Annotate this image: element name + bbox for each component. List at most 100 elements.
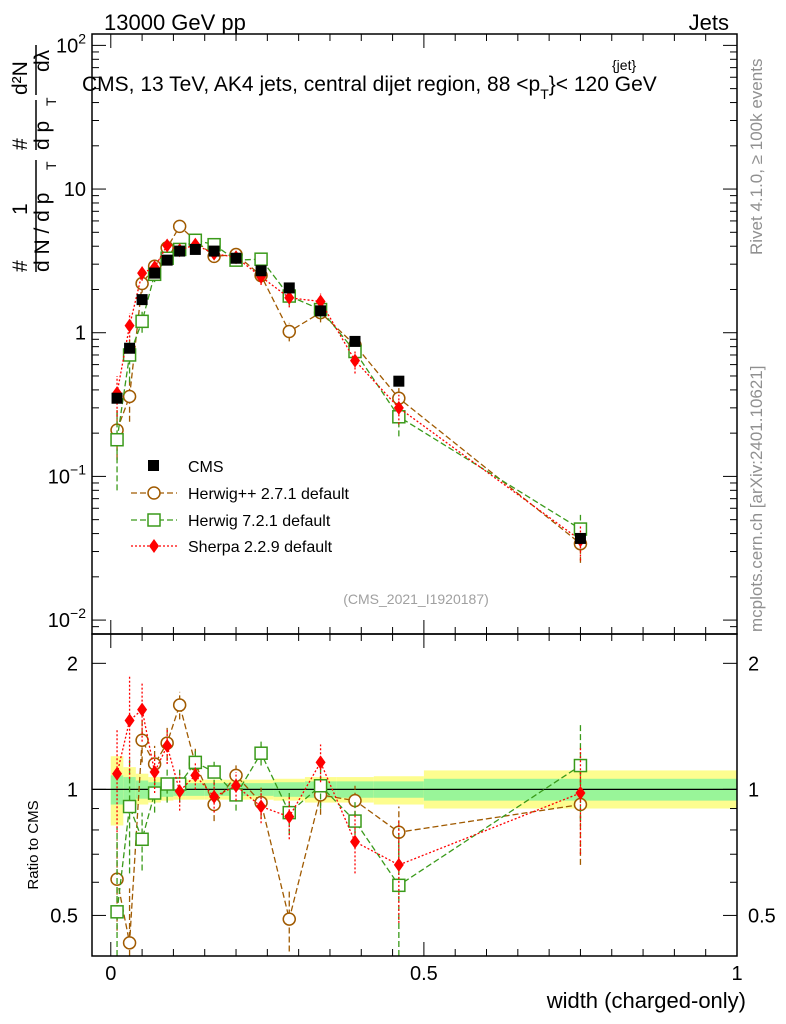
ylabel-dlambda: dλ: [31, 49, 54, 72]
ratio-ytick-label-left-0: 0.5: [50, 905, 78, 927]
x-tick-label-0: 0: [105, 963, 116, 985]
ratio-point-sherpa: [284, 809, 295, 824]
main-point-herwigpp: [122, 389, 137, 404]
main-point-herwigpp: [282, 324, 297, 339]
legend-marker-sherpa: [149, 539, 159, 553]
main-ytick-label-4: 102: [56, 30, 86, 57]
plot-title: CMS, 13 TeV, AK4 jets, central dijet reg…: [82, 57, 657, 102]
main-point-sherpa: [393, 400, 404, 415]
ratio-point-sherpa: [575, 786, 586, 801]
main-series-herwigpp: [110, 219, 588, 563]
rivet-label: Rivet 4.1.0, ≥ 100k events: [747, 59, 766, 255]
ratio-point-sherpa: [209, 789, 220, 804]
ratio-point-sherpa: [315, 755, 326, 770]
header-left: 13000 GeV pp: [104, 10, 246, 35]
ratio-point-sherpa: [174, 784, 185, 799]
main-point-herwig7: [254, 252, 268, 266]
main-point-cms: [315, 305, 327, 317]
ratio-point-herwig7: [207, 765, 221, 779]
ratio-point-sherpa: [393, 857, 404, 872]
plot-title-sup: {jet}: [612, 57, 636, 73]
main-point-cms: [149, 267, 161, 279]
ylabel-hash2: #: [9, 138, 32, 150]
ratio-series-herwig7: [110, 723, 588, 956]
ratio-series-sherpa: [112, 676, 586, 923]
legend: CMS Herwig++ 2.7.1 default Herwig 7.2.1 …: [131, 459, 350, 556]
legend-label-sherpa: Sherpa 2.2.9 default: [188, 539, 333, 556]
main-point-cms: [208, 245, 220, 257]
ratio-ytick-label-right-2: 2: [748, 653, 759, 675]
ratio-panel-series: [110, 676, 588, 956]
main-point-cms: [574, 532, 586, 544]
ratio-ytick-label-right-0: 0.5: [748, 905, 776, 927]
plot-title-sub: T: [540, 86, 549, 102]
legend-label-herwigpp: Herwig++ 2.7.1 default: [188, 486, 350, 503]
ratio-point-sherpa: [231, 778, 242, 793]
ylabel-dp: d p: [31, 121, 54, 150]
ratio-ytick-label-left-2: 2: [67, 653, 78, 675]
main-point-cms: [393, 375, 405, 387]
ratio-point-herwigpp: [282, 912, 297, 926]
ratio-point-sherpa: [149, 765, 160, 780]
ratio-point-herwig7: [254, 746, 268, 760]
analysis-tag: (CMS_2021_I1920187): [343, 591, 489, 607]
legend-label-cms: CMS: [188, 459, 224, 476]
ratio-panel-frame: [91, 633, 738, 957]
ylabel-hash: #: [9, 260, 32, 272]
ratio-ytick-label-right-1: 1: [748, 779, 759, 801]
main-point-cms: [111, 392, 123, 404]
main-point-sherpa: [137, 266, 148, 281]
ratio-ylabel: Ratio to CMS: [25, 800, 42, 889]
main-point-cms: [349, 335, 361, 347]
ratio-point-herwigpp: [122, 936, 137, 950]
ratio-point-sherpa: [124, 713, 135, 728]
main-point-cms: [283, 282, 295, 294]
ratio-point-sherpa: [112, 766, 123, 781]
main-point-sherpa: [284, 290, 295, 305]
header-right: Jets: [689, 10, 729, 35]
x-tick-label-1: 0.5: [410, 963, 438, 985]
main-series-sherpa: [112, 237, 586, 561]
ratio-point-herwigpp: [172, 698, 187, 712]
ratio-point-sherpa: [350, 834, 361, 849]
ylabel-t1: T: [43, 161, 59, 170]
x-tick-label-2: 1: [731, 963, 742, 985]
ylabel-d2n: d²N: [9, 61, 32, 95]
ratio-point-herwig7: [122, 799, 137, 814]
ylabel-t2: T: [43, 97, 59, 106]
legend-marker-cms: [148, 460, 159, 471]
legend-label-herwig7: Herwig 7.2.1 default: [188, 513, 331, 530]
main-point-cms: [161, 254, 173, 266]
ratio-ytick-label-left-1: 1: [67, 779, 78, 801]
main-point-herwig7: [110, 432, 124, 447]
mcplots-label: mcplots.cern.ch [arXiv:2401.10621]: [747, 366, 766, 632]
legend-marker-herwigpp: [147, 486, 161, 500]
ratio-point-sherpa: [190, 768, 201, 783]
main-point-cms: [230, 252, 242, 264]
ratio-point-herwig7: [110, 905, 124, 919]
main-point-cms: [189, 243, 201, 255]
main-ytick-label-0: 10−2: [48, 605, 86, 632]
main-ylabel: # 1 d N / d p T # d p T d²N dλ: [9, 45, 59, 272]
legend-marker-herwig7: [147, 513, 161, 527]
ratio-point-herwig7: [160, 777, 174, 791]
plot-title-main: CMS, 13 TeV, AK4 jets, central dijet reg…: [82, 73, 540, 96]
main-point-sherpa: [315, 294, 326, 309]
main-point-cms: [174, 245, 186, 257]
ylabel-dn: d N / d p: [31, 193, 54, 272]
main-point-cms: [136, 294, 148, 306]
ratio-panel-axes: 0.5 0.5 1 1 2 2 0 0.5 1: [50, 634, 776, 985]
main-ytick-label-1: 10−1: [48, 461, 86, 488]
main-point-sherpa: [124, 318, 135, 333]
main-point-sherpa: [162, 238, 173, 253]
ratio-point-sherpa: [256, 799, 267, 814]
main-point-sherpa: [350, 353, 361, 368]
main-point-herwigpp: [172, 219, 187, 234]
svg-text:CMS, 13 TeV, AK4 jets, central: CMS, 13 TeV, AK4 jets, central dijet reg…: [82, 73, 657, 102]
x-axis-label: width (charged-only): [546, 988, 746, 1013]
main-point-cms: [255, 265, 267, 277]
main-panel-series: [110, 219, 588, 563]
main-ytick-label-3: 10: [64, 179, 86, 201]
ratio-point-sherpa: [162, 738, 173, 753]
